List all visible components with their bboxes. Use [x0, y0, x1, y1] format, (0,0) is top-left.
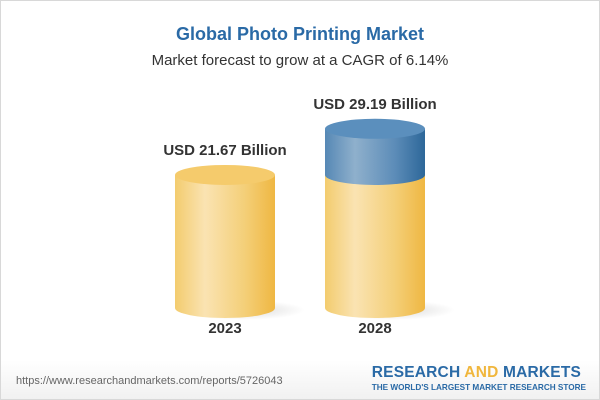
- chart-area: USD 21.67 Billion 2023 USD 29.19 Billion 20…: [163, 96, 455, 337]
- chart-title: Global Photo Printing Market: [175, 24, 424, 44]
- data-label: USD 29.19 Billion: [313, 96, 436, 113]
- bar-growth-2028: [325, 128, 425, 185]
- data-label: USD 21.67 Billion: [163, 142, 286, 159]
- category-label: 2023: [208, 320, 241, 337]
- report-url[interactable]: https://www.researchandmarkets.com/repor…: [16, 375, 283, 387]
- bar-top-2028: [325, 118, 425, 139]
- bar-base-2023: [175, 174, 275, 318]
- chart-subtitle: Market forecast to grow at a CAGR of 6.1…: [151, 52, 449, 69]
- footer: [1, 360, 599, 399]
- category-label: 2028: [358, 320, 391, 337]
- bar-base-2028: [325, 174, 425, 318]
- bar-top-2023: [175, 164, 275, 185]
- research-and-markets-logo: RESEARCH AND MARKETS THE WORLD'S LARGEST…: [371, 364, 586, 392]
